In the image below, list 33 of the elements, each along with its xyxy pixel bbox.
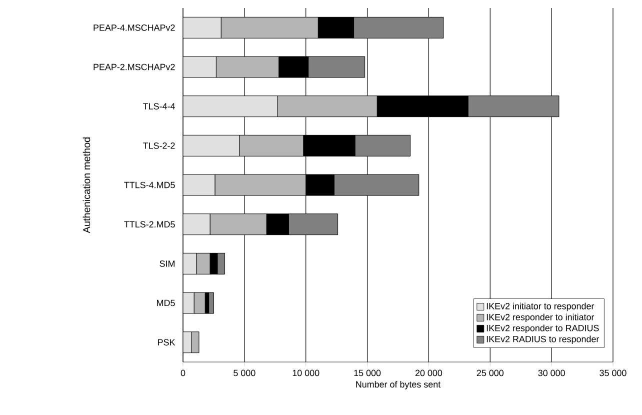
y-tick-label: TTLS-2.MD5 [124,221,175,228]
x-tick-label: 0 [180,370,186,376]
y-axis-title: Authenication method [82,137,90,234]
bar [194,292,206,314]
y-tick-label: TLS-2-2 [143,142,175,149]
y-tick-label: PEAP-4.MSCHAPv2 [94,24,175,31]
bar [183,253,197,274]
bar [183,16,222,38]
bar [183,174,216,196]
bar [183,214,210,236]
y-tick-label: MD5 [157,300,175,306]
legend-label: IKEv2 initiator to responder [486,302,594,312]
x-tick-label: 10 000 [292,370,320,376]
x-tick-label: 20 000 [415,370,442,376]
x-tick-label: 15 000 [354,370,381,376]
bar [183,96,278,118]
bar [183,134,240,156]
legend-label: IKEv2 responder to initiator [486,314,594,322]
x-tick-label: 25 000 [476,370,504,376]
x-tick-label: 35 000 [600,370,626,376]
legend-label: IKEv2 RADIUS to responder [486,336,600,344]
y-tick-label: SIM [160,260,174,267]
y-tick-label: PEAP-2.MSCHAPv2 [94,64,175,70]
bar [183,56,216,78]
y-tick-label: TTLS-4.MD5 [124,182,175,188]
bar [208,292,214,314]
x-tick-label: 5 000 [234,370,256,376]
legend-label: IKEv2 responder to RADIUS [486,324,599,334]
y-tick-label: TLS-4-4 [143,103,175,110]
y-tick-label: PSK [158,339,176,346]
bar [183,332,192,354]
x-tick-label: 30 000 [538,370,565,376]
x-axis-title: Number of bytes sent [356,380,441,390]
